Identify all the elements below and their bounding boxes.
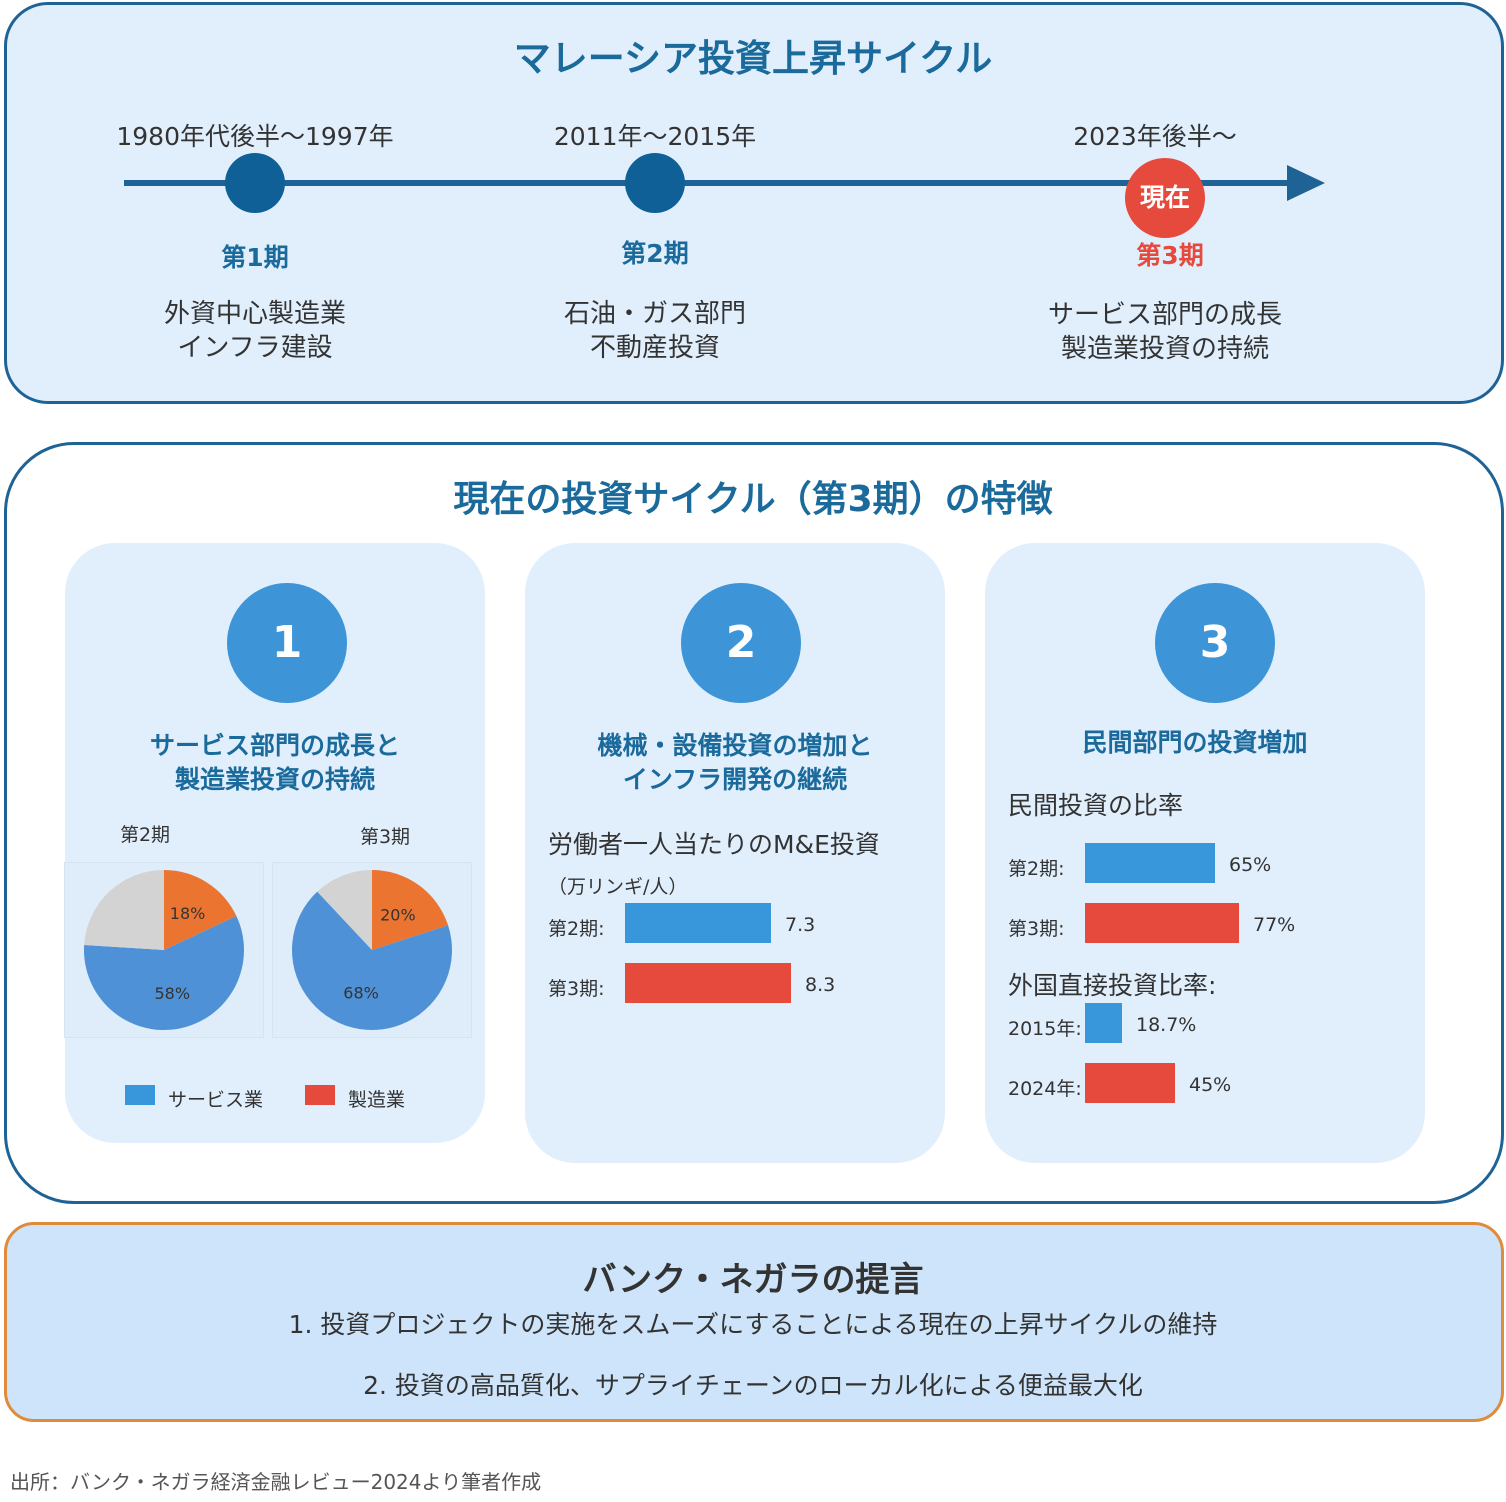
legend-label-manufacturing: 製造業 xyxy=(348,1089,406,1111)
card1-title-line1: サービス部門の成長と xyxy=(149,731,400,760)
card1-title: サービス部門の成長と 製造業投資の持続 xyxy=(65,729,485,797)
pie1-title: 第2期 xyxy=(119,824,171,846)
source-note: 出所：バンク・ネガラ経済金融レビュー2024より筆者作成 xyxy=(10,1470,542,1494)
proposal-item-2: 2. 投資の高品質化、サプライチェーンのローカル化による便益最大化 xyxy=(363,1371,1143,1400)
proposal-title: バンク・ネガラの提言 xyxy=(582,1260,924,1300)
private-bar1-category: 第2期: xyxy=(1008,858,1065,880)
card2-unit: （万リンギ/人） xyxy=(548,876,688,898)
pie1-slice-0 xyxy=(164,870,237,950)
phase1-desc-line2: インフラ建設 xyxy=(177,333,333,363)
phase3-label: 第3期 xyxy=(1136,241,1204,270)
private-bar-phase2 xyxy=(1085,843,1215,883)
card3-number-badge: 3 xyxy=(1155,583,1275,703)
card3-title: 民間部門の投資増加 xyxy=(1082,728,1308,757)
card3-subtitle: 民間投資の比率 xyxy=(1008,791,1184,820)
pie2-slice-2 xyxy=(317,870,372,950)
card2-number-badge: 2 xyxy=(681,583,801,703)
pie2-slice-0 xyxy=(372,870,449,950)
legend-swatch-service xyxy=(125,1085,155,1105)
fdi-bar-2015 xyxy=(1085,1003,1122,1043)
fdi-bar1-category: 2015年: xyxy=(1008,1018,1082,1040)
pie2-slice-1 xyxy=(292,891,452,1030)
card2-title-line1: 機械・設備投資の増加と xyxy=(597,731,873,760)
me-bar2-value: 8.3 xyxy=(805,974,836,996)
legend-swatch-manufacturing xyxy=(305,1085,335,1105)
phase1-desc-line1: 外資中心製造業 xyxy=(163,299,346,329)
timeline-axis xyxy=(124,153,1325,213)
phase2-desc: 石油・ガス部門 不動産投資 xyxy=(505,297,805,365)
pie2-label-1: 68% xyxy=(343,984,379,1003)
phase2-desc-line1: 石油・ガス部門 xyxy=(563,299,746,329)
card2-title-line2: インフラ開発の継続 xyxy=(622,765,848,794)
timeline-arrow-icon xyxy=(1287,165,1325,201)
pie-charts: 18% 58% 20% 68% xyxy=(83,870,452,1030)
phase2-marker xyxy=(625,153,685,213)
private-bar1-value: 65% xyxy=(1229,854,1272,876)
legend-label-service: サービス業 xyxy=(168,1089,264,1111)
card1-number-badge: 1 xyxy=(227,583,347,703)
me-bar1-category: 第2期: xyxy=(548,918,605,940)
card2-subtitle: 労働者一人当たりのM&E投資 xyxy=(548,830,880,859)
me-bar1-value: 7.3 xyxy=(785,914,816,936)
phase3-desc: サービス部門の成長 製造業投資の持続 xyxy=(1015,298,1315,366)
timeline-title: マレーシア投資上昇サイクル xyxy=(513,37,993,80)
pie2-title: 第3期 xyxy=(359,826,411,848)
me-bar-phase2 xyxy=(625,903,771,943)
private-bar-phase3 xyxy=(1085,903,1239,943)
phase1-marker xyxy=(225,153,285,213)
features-title: 現在の投資サイクル（第3期）の特徴 xyxy=(453,479,1053,520)
phase2-period: 2011年～2015年 xyxy=(553,122,757,151)
private-bar2-category: 第3期: xyxy=(1008,918,1065,940)
phase1-period: 1980年代後半～1997年 xyxy=(116,122,394,151)
pie1-slice-2 xyxy=(84,870,164,950)
card3-subtitle2: 外国直接投資比率: xyxy=(1008,971,1217,1000)
pie1-label-1: 58% xyxy=(154,984,190,1003)
me-bar-phase3 xyxy=(625,963,791,1003)
proposal-panel xyxy=(4,1222,1504,1422)
phase3-period: 2023年後半～ xyxy=(1073,122,1237,151)
current-badge: 現在 xyxy=(1125,158,1205,238)
phase1-label: 第1期 xyxy=(221,243,289,272)
card2-title: 機械・設備投資の増加と インフラ開発の継続 xyxy=(525,729,945,797)
fdi-bar2-category: 2024年: xyxy=(1008,1078,1082,1100)
private-bar2-value: 77% xyxy=(1253,914,1296,936)
phase1-desc: 外資中心製造業 インフラ建設 xyxy=(105,297,405,365)
phase3-desc-line2: 製造業投資の持続 xyxy=(1060,334,1269,364)
pie1-label-0: 18% xyxy=(170,904,206,923)
pie2-label-0: 20% xyxy=(380,905,416,924)
proposal-item-1: 1. 投資プロジェクトの実施をスムーズにすることによる現在の上昇サイクルの維持 xyxy=(288,1310,1218,1339)
fdi-bar-2024 xyxy=(1085,1063,1175,1103)
phase2-label: 第2期 xyxy=(621,239,689,268)
fdi-bar2-value: 45% xyxy=(1189,1074,1232,1096)
card1-title-line2: 製造業投資の持続 xyxy=(174,765,375,794)
me-bar2-category: 第3期: xyxy=(548,978,605,1000)
phase2-desc-line2: 不動産投資 xyxy=(589,333,720,363)
phase3-desc-line1: サービス部門の成長 xyxy=(1047,300,1282,330)
fdi-bar1-value: 18.7% xyxy=(1136,1014,1197,1036)
pie1-slice-1 xyxy=(83,915,244,1030)
